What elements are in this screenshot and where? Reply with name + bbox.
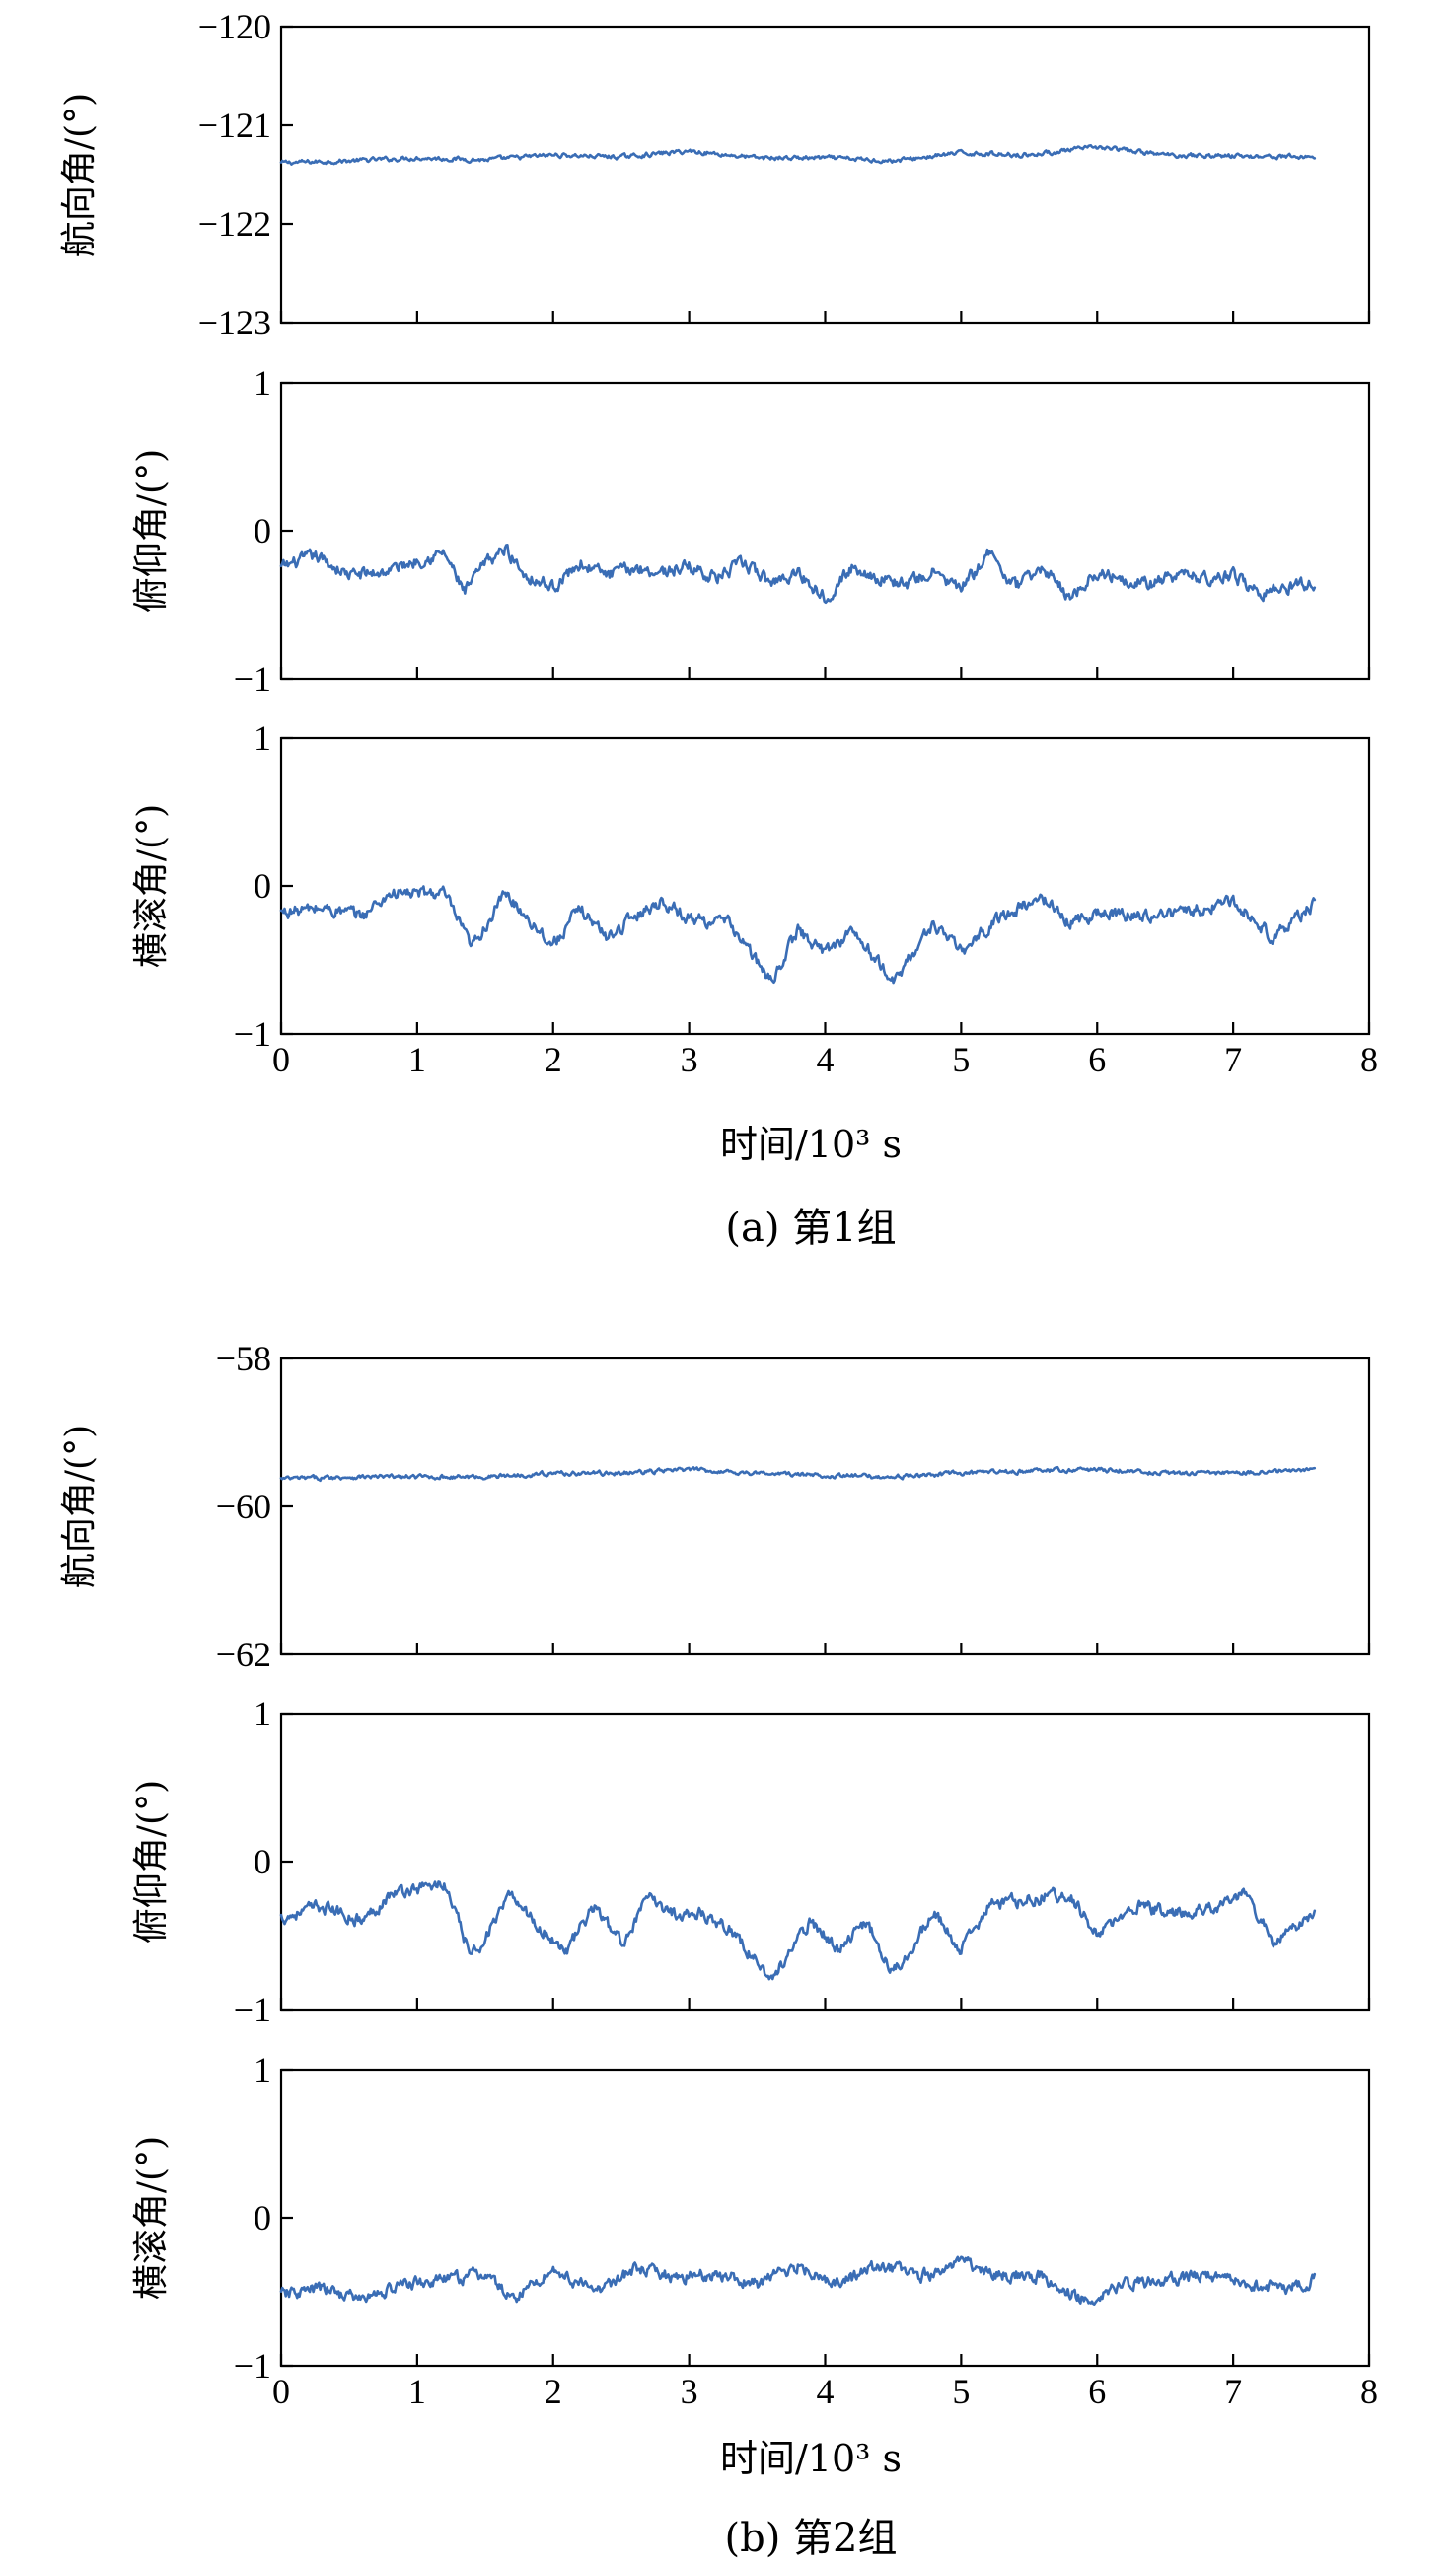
- x-tick-label: 5: [952, 2372, 970, 2411]
- y-tick-label: −1: [234, 659, 271, 698]
- x-tick-label: 3: [681, 1040, 698, 1079]
- y-axis-label: 俯仰角/(°): [131, 1780, 172, 1944]
- y-axis-label: 航向角/(°): [59, 93, 100, 257]
- y-tick-label: 0: [254, 2198, 271, 2238]
- axes-frame: [279, 381, 1371, 681]
- x-tick-label: 7: [1224, 1040, 1242, 1079]
- series-line: [279, 1880, 1317, 1981]
- axes-frame: [279, 2068, 1371, 2368]
- x-tick-label: 5: [952, 1040, 970, 1079]
- y-tick-label: 1: [254, 1694, 271, 1733]
- y-tick-label: 1: [254, 718, 271, 758]
- y-tick-label: 0: [254, 1842, 271, 1881]
- subplot-b-heading: −58 −60 −62 航向角/(°): [59, 1339, 1371, 1674]
- x-tick-label: 0: [272, 1040, 290, 1079]
- x-tick-label: 4: [817, 1040, 835, 1079]
- subplot-b-pitch: 1 0 −1 俯仰角/(°): [131, 1694, 1371, 2029]
- subplot-a-pitch: 1 0 −1 俯仰角/(°): [131, 363, 1371, 698]
- x-tick-label: 0: [272, 2372, 290, 2411]
- y-tick-label: 1: [254, 363, 271, 403]
- x-tick-label: 1: [408, 1040, 426, 1079]
- axes-frame: [279, 1357, 1371, 1656]
- y-tick-label: −62: [216, 1635, 271, 1674]
- y-tick-label: 0: [254, 866, 271, 906]
- y-tick-label: −122: [198, 204, 271, 244]
- y-axis-label: 横滚角/(°): [131, 2136, 172, 2300]
- subplot-a-heading: −120 −121 −122 −123 航向角/(°): [59, 7, 1371, 342]
- x-tick-label: 4: [817, 2372, 835, 2411]
- y-tick-label: −123: [198, 303, 271, 342]
- x-tick-label: 2: [545, 1040, 562, 1079]
- caption-group-a: (a) 第1组: [725, 1206, 896, 1251]
- y-tick-label: −121: [198, 106, 271, 145]
- series-line: [279, 2255, 1317, 2306]
- y-tick-label: 0: [254, 511, 271, 550]
- y-tick-label: −58: [216, 1339, 271, 1378]
- x-tick-label: 7: [1224, 2372, 1242, 2411]
- axes-frame: [279, 25, 1371, 325]
- x-tick-label: 6: [1088, 1040, 1106, 1079]
- y-tick-label: 1: [254, 2050, 271, 2090]
- x-tick-label: 8: [1360, 2372, 1378, 2411]
- y-tick-label: −60: [216, 1487, 271, 1526]
- series-line: [279, 885, 1317, 985]
- x-axis-label-group-b: 时间/10³ s: [720, 2437, 902, 2480]
- y-tick-label: −1: [234, 1014, 271, 1054]
- axes-frame: [279, 1712, 1371, 2012]
- x-tick-label: 6: [1088, 2372, 1106, 2411]
- series-line: [279, 544, 1317, 605]
- axes-frame: [279, 736, 1371, 1036]
- series-line: [279, 1465, 1317, 1483]
- caption-group-b: (b) 第2组: [725, 2516, 898, 2561]
- series-line: [279, 144, 1317, 166]
- x-tick-label: 1: [408, 2372, 426, 2411]
- y-tick-label: −1: [234, 1990, 271, 2029]
- y-axis-label: 横滚角/(°): [131, 804, 172, 968]
- y-axis-label: 航向角/(°): [59, 1425, 100, 1588]
- y-tick-label: −120: [198, 7, 271, 46]
- x-tick-label: 2: [545, 2372, 562, 2411]
- x-tick-label: 8: [1360, 1040, 1378, 1079]
- x-axis-label-group-a: 时间/10³ s: [720, 1123, 902, 1166]
- y-tick-label: −1: [234, 2346, 271, 2385]
- x-tick-label: 3: [681, 2372, 698, 2411]
- y-axis-label: 俯仰角/(°): [131, 449, 172, 613]
